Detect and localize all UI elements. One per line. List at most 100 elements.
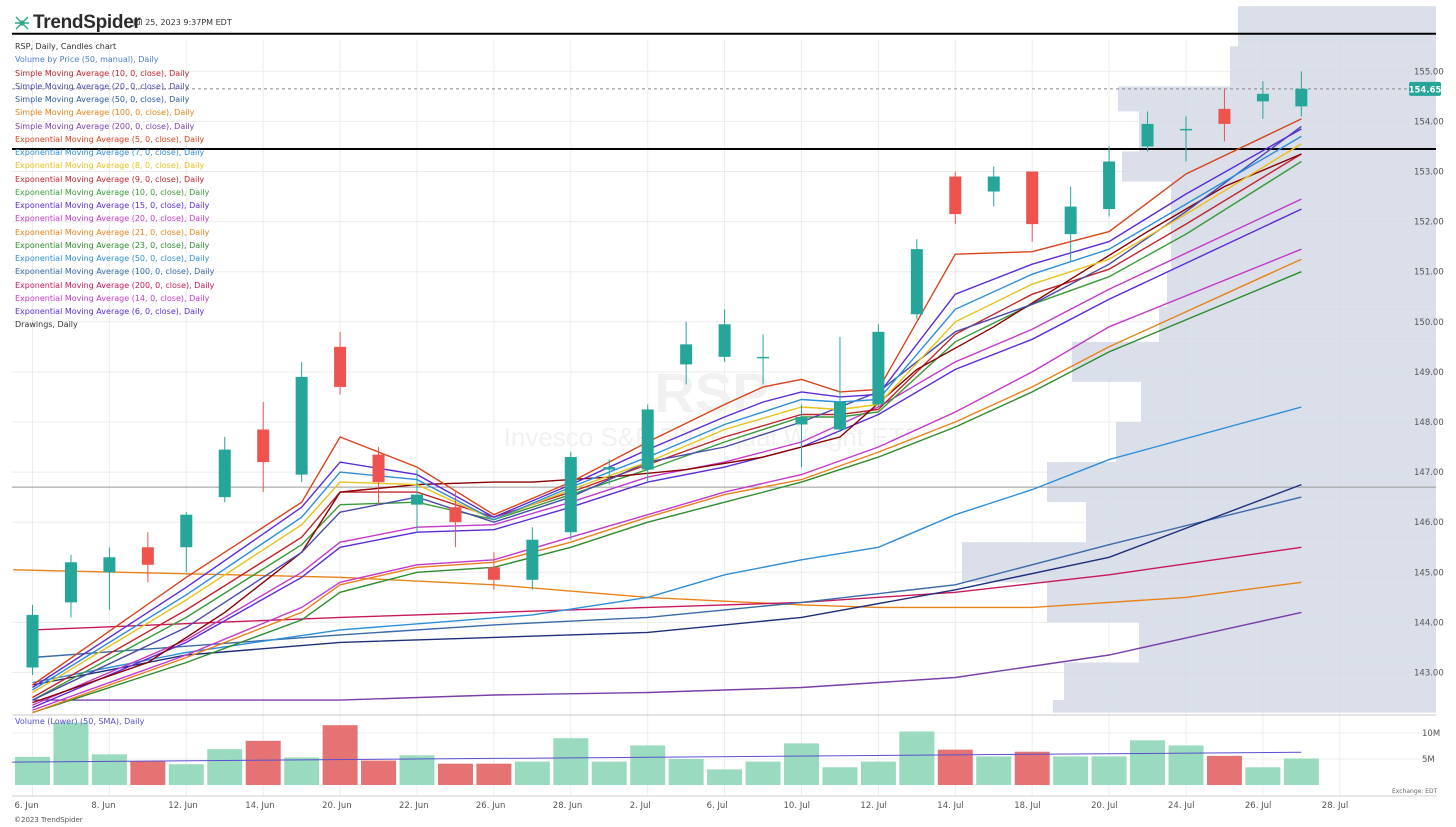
legend-item[interactable]: Simple Moving Average (100, 0, close), D…: [15, 108, 195, 118]
volume-bar: [245, 740, 281, 785]
volume-bar: [745, 761, 781, 785]
legend-item[interactable]: Exponential Moving Average (7, 0, close)…: [15, 148, 205, 157]
volume-by-price-bar: [1116, 422, 1436, 463]
candle-body: [987, 176, 1000, 192]
legend-item[interactable]: Drawings, Daily: [15, 320, 78, 330]
x-axis-tick-label: 8. Jun: [91, 801, 115, 811]
volume-by-price-bar: [1159, 306, 1436, 342]
x-axis-tick-label: 20. Jun: [322, 801, 352, 811]
watermark-name: Invesco S&P 500 Equal Weight ETF: [504, 422, 921, 452]
legend-item[interactable]: Exponential Moving Average (9, 0, close)…: [15, 174, 205, 184]
moving-average-line: [32, 496, 1302, 659]
candle-body: [487, 567, 500, 580]
volume-bar: [707, 769, 743, 785]
spider-icon: [15, 16, 29, 30]
y-axis-tick-label: 152.00: [1414, 218, 1444, 228]
legend-item[interactable]: Exponential Moving Average (8, 0, close)…: [15, 161, 205, 171]
x-axis-tick-label: 20. Jul: [1091, 801, 1117, 811]
x-axis-tick-label: 6. Jul: [707, 801, 728, 811]
legend-item[interactable]: Simple Moving Average (10, 0, close), Da…: [15, 68, 190, 78]
moving-average-line: [32, 125, 1302, 701]
candle-body: [949, 176, 962, 215]
legend-item[interactable]: Exponential Moving Average (20, 0, close…: [15, 214, 210, 224]
legend-item[interactable]: Simple Moving Average (200, 0, close), D…: [15, 121, 195, 131]
volume-bar: [361, 760, 397, 785]
legend-item[interactable]: Exponential Moving Average (10, 0, close…: [15, 187, 210, 197]
moving-average-line: [32, 258, 1302, 714]
volume-bar: [53, 722, 89, 785]
legend-item[interactable]: Exponential Moving Average (50, 0, close…: [15, 254, 210, 263]
legend-item[interactable]: Exponential Moving Average (5, 0, close)…: [15, 134, 205, 144]
moving-average-line: [32, 153, 1302, 699]
legend-item[interactable]: Exponential Moving Average (6, 0, close)…: [15, 307, 205, 316]
x-axis-tick-label: 28. Jun: [553, 801, 583, 811]
legend-item[interactable]: Volume by Price (50, manual), Daily: [15, 55, 159, 65]
candle-body: [1064, 206, 1077, 235]
volume-bar: [1091, 756, 1127, 785]
volume-by-price-bar: [1072, 341, 1436, 382]
volume-by-price-bar: [1086, 502, 1436, 543]
volume-by-price-bar: [1139, 622, 1436, 663]
legend-item[interactable]: Exponential Moving Average (21, 0, close…: [15, 227, 210, 237]
candle-body: [1180, 128, 1192, 131]
candle-body: [257, 429, 270, 463]
legend-item[interactable]: Exponential Moving Average (100, 0, clos…: [15, 267, 215, 277]
volume-bar: [937, 749, 973, 785]
y-axis-tick-label: 154.00: [1414, 117, 1444, 127]
last-price-badge: [1409, 81, 1441, 96]
x-axis-tick-label: 10. Jul: [784, 801, 810, 811]
volume-by-price-bar: [1064, 662, 1436, 701]
copyright-text: ©2023 TrendSpider: [14, 816, 83, 824]
volume-bar: [668, 759, 704, 785]
moving-average-line: [32, 483, 1302, 686]
volume-bar: [284, 757, 320, 785]
volume-by-price-bar: [1122, 151, 1436, 182]
candle-body: [295, 376, 308, 475]
moving-average-line: [32, 143, 1302, 694]
candle-body: [1218, 108, 1231, 124]
x-axis-tick-label: 6. Jun: [15, 801, 39, 811]
candle-body: [564, 457, 577, 533]
candle-body: [795, 416, 808, 425]
candle-body: [641, 409, 654, 470]
y-axis-tick-label: 145.00: [1414, 568, 1444, 578]
y-axis-tick-label: 147.00: [1414, 468, 1444, 478]
volume-bar: [1283, 758, 1319, 785]
moving-average-line: [32, 160, 1302, 701]
x-axis-tick-label: 2. Jul: [630, 801, 651, 811]
exchange-label: Exchange: EDT: [1392, 788, 1438, 795]
x-axis-tick-label: 14. Jul: [937, 801, 963, 811]
volume-by-price-bar: [1238, 6, 1436, 47]
volume-bar: [1206, 755, 1242, 785]
moving-average-line: [32, 271, 1302, 714]
volume-bar: [207, 749, 243, 785]
volume-bar: [784, 743, 819, 785]
moving-average-line: [32, 546, 1302, 631]
moving-average-line: [32, 128, 1302, 689]
trendspider-logo: TrendSpider: [14, 12, 141, 34]
legend-item[interactable]: Simple Moving Average (50, 0, close), Da…: [15, 95, 190, 104]
candle-body: [718, 324, 731, 357]
volume-bar: [899, 731, 935, 785]
candle-body: [26, 614, 39, 668]
x-axis-tick-label: 26. Jun: [476, 801, 506, 811]
candle-body: [218, 449, 231, 498]
legend-item[interactable]: Exponential Moving Average (15, 0, close…: [15, 201, 210, 210]
y-axis-tick-label: 148.00: [1414, 418, 1444, 428]
volume-bar: [1053, 756, 1089, 785]
volume-bar: [553, 738, 589, 785]
legend-item[interactable]: Simple Moving Average (20, 0, close), Da…: [15, 81, 190, 91]
legend-item[interactable]: Exponential Moving Average (200, 0, clos…: [15, 280, 215, 290]
y-axis-tick-label: 143.00: [1414, 669, 1444, 679]
y-axis-tick-label: 150.00: [1414, 318, 1444, 328]
legend-items: Volume by Price (50, manual), Daily Simpl…: [15, 53, 214, 331]
legend-item[interactable]: Exponential Moving Average (14, 0, close…: [15, 293, 210, 303]
volume-bar: [514, 761, 550, 785]
x-axis-tick-label: 26. Jul: [1245, 801, 1271, 811]
volume-by-price-bar: [1230, 46, 1436, 87]
legend-item[interactable]: Exponential Moving Average (23, 0, close…: [15, 240, 210, 250]
moving-average-line: [13, 569, 1302, 609]
y-axis-tick-label: 144.00: [1414, 618, 1444, 628]
volume-axis-tick-label: 5M: [1422, 755, 1435, 765]
